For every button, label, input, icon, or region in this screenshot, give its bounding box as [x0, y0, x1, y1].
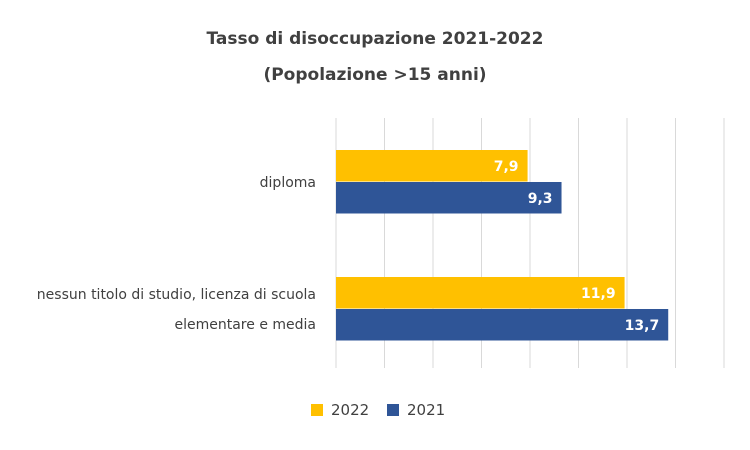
legend-swatch-2022 — [311, 404, 323, 416]
category-label: nessun titolo di studio, licenza di scuo… — [37, 287, 316, 303]
bars — [336, 150, 669, 341]
data-label: 11,9 — [581, 286, 616, 302]
legend-swatch-2021 — [387, 404, 399, 416]
category-labels: diploma nessun titolo di studio, licenza … — [37, 175, 316, 333]
bar-2022-2 — [336, 277, 625, 309]
legend-label-2021: 2021 — [407, 401, 445, 419]
chart-subtitle: (Popolazione >15 anni) — [263, 65, 486, 85]
chart-title: Tasso di disoccupazione 2021-2022 — [207, 29, 544, 49]
data-labels: 7,9 9,3 11,9 13,7 — [494, 159, 659, 334]
bar-2021-2 — [336, 309, 669, 341]
bar-2022-1 — [336, 150, 528, 182]
data-label: 7,9 — [494, 159, 519, 175]
data-label: 9,3 — [528, 191, 553, 207]
legend: 2022 2021 — [311, 401, 445, 419]
data-label: 13,7 — [625, 318, 660, 334]
category-label: diploma — [260, 175, 316, 191]
legend-label-2022: 2022 — [331, 401, 369, 419]
category-label: elementare e media — [175, 317, 317, 333]
bar-2021-1 — [336, 182, 562, 214]
